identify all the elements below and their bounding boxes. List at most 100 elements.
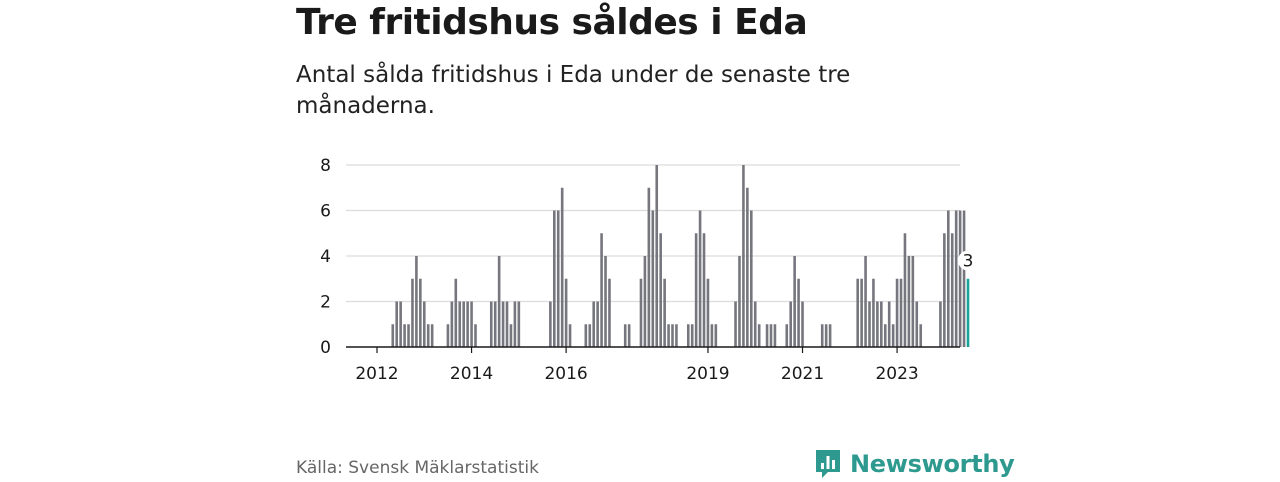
bar xyxy=(915,301,919,347)
bar xyxy=(828,324,832,347)
bar xyxy=(919,324,923,347)
bar xyxy=(702,233,706,347)
bar xyxy=(954,210,958,347)
bar xyxy=(943,233,946,347)
bar xyxy=(663,278,666,347)
bar xyxy=(399,301,402,347)
bar xyxy=(950,233,954,347)
newsworthy-logo-icon xyxy=(816,450,840,478)
bar xyxy=(501,301,505,347)
bar xyxy=(738,256,741,347)
bar xyxy=(675,324,678,347)
brand-name: Newsworthy xyxy=(850,450,1015,478)
y-tick-label: 6 xyxy=(320,202,331,222)
bar xyxy=(564,278,568,347)
bar xyxy=(773,324,777,347)
bar xyxy=(895,278,899,347)
bar xyxy=(872,278,875,347)
bar xyxy=(785,324,789,347)
bar xyxy=(596,301,599,347)
bar xyxy=(655,165,659,347)
bar xyxy=(883,324,887,347)
value-label-bg xyxy=(958,250,978,271)
bar-highlight xyxy=(966,278,970,347)
bar xyxy=(789,301,792,347)
bar xyxy=(947,210,950,347)
y-tick-label: 4 xyxy=(320,247,331,267)
bar xyxy=(592,301,595,347)
bar xyxy=(797,278,800,347)
chart-title: Tre fritidshus såldes i Eda xyxy=(296,2,808,43)
bar xyxy=(509,324,513,347)
source-note: Källa: Svensk Mäklarstatistik xyxy=(296,458,539,478)
bar xyxy=(407,324,410,347)
bar xyxy=(549,301,552,347)
bar xyxy=(911,256,915,347)
bar xyxy=(958,210,962,347)
x-tick-label: 2014 xyxy=(450,364,493,384)
bar xyxy=(876,301,879,347)
bar xyxy=(860,278,863,347)
bar xyxy=(750,210,753,347)
brand[interactable]: Newsworthy xyxy=(814,446,1015,482)
bar xyxy=(505,301,509,347)
bar xyxy=(568,324,572,347)
bar xyxy=(426,324,430,347)
x-tick-label: 2021 xyxy=(781,364,824,384)
bar xyxy=(474,324,477,347)
bar xyxy=(769,324,773,347)
value-label: 3 xyxy=(963,252,974,272)
bar xyxy=(422,301,426,347)
bar xyxy=(458,301,462,347)
bar xyxy=(962,210,966,347)
bar xyxy=(753,301,757,347)
bar xyxy=(556,210,560,347)
bar xyxy=(698,210,702,347)
bar xyxy=(446,324,450,347)
bar xyxy=(667,324,670,347)
bar xyxy=(489,301,493,347)
bar xyxy=(907,256,911,347)
bar xyxy=(600,233,603,347)
bar xyxy=(604,256,607,347)
bar xyxy=(395,301,398,347)
bar xyxy=(493,301,497,347)
bar xyxy=(939,301,942,347)
bar xyxy=(734,301,737,347)
bar xyxy=(497,256,501,347)
y-tick-label: 0 xyxy=(320,338,331,358)
bar xyxy=(466,301,469,347)
x-tick-label: 2016 xyxy=(544,364,587,384)
bar xyxy=(757,324,761,347)
bar xyxy=(903,233,907,347)
bar xyxy=(517,301,521,347)
bar xyxy=(643,256,647,347)
bar xyxy=(391,324,395,347)
bar xyxy=(647,187,651,347)
x-tick-label: 2023 xyxy=(875,364,918,384)
bar xyxy=(824,324,828,347)
bar xyxy=(891,324,895,347)
bar xyxy=(864,256,867,347)
bar xyxy=(623,324,627,347)
bar xyxy=(651,210,655,347)
bar xyxy=(430,324,434,347)
bar xyxy=(470,301,473,347)
bar xyxy=(686,324,690,347)
bar-chart: 0 2 4 6 8 2012 2014 2016 2019 2021 2023 3 xyxy=(320,156,978,384)
bar xyxy=(588,324,592,347)
bar xyxy=(868,301,871,347)
bar xyxy=(820,324,824,347)
bar xyxy=(880,301,883,347)
bar xyxy=(553,210,556,347)
bar xyxy=(659,233,662,347)
y-tick-label: 8 xyxy=(320,156,331,176)
bar xyxy=(513,301,517,347)
bar xyxy=(403,324,406,347)
y-tick-label: 2 xyxy=(320,293,331,313)
bar xyxy=(793,256,796,347)
bar xyxy=(742,165,745,347)
bar xyxy=(415,256,418,347)
bar xyxy=(560,187,564,347)
bar xyxy=(856,278,859,347)
